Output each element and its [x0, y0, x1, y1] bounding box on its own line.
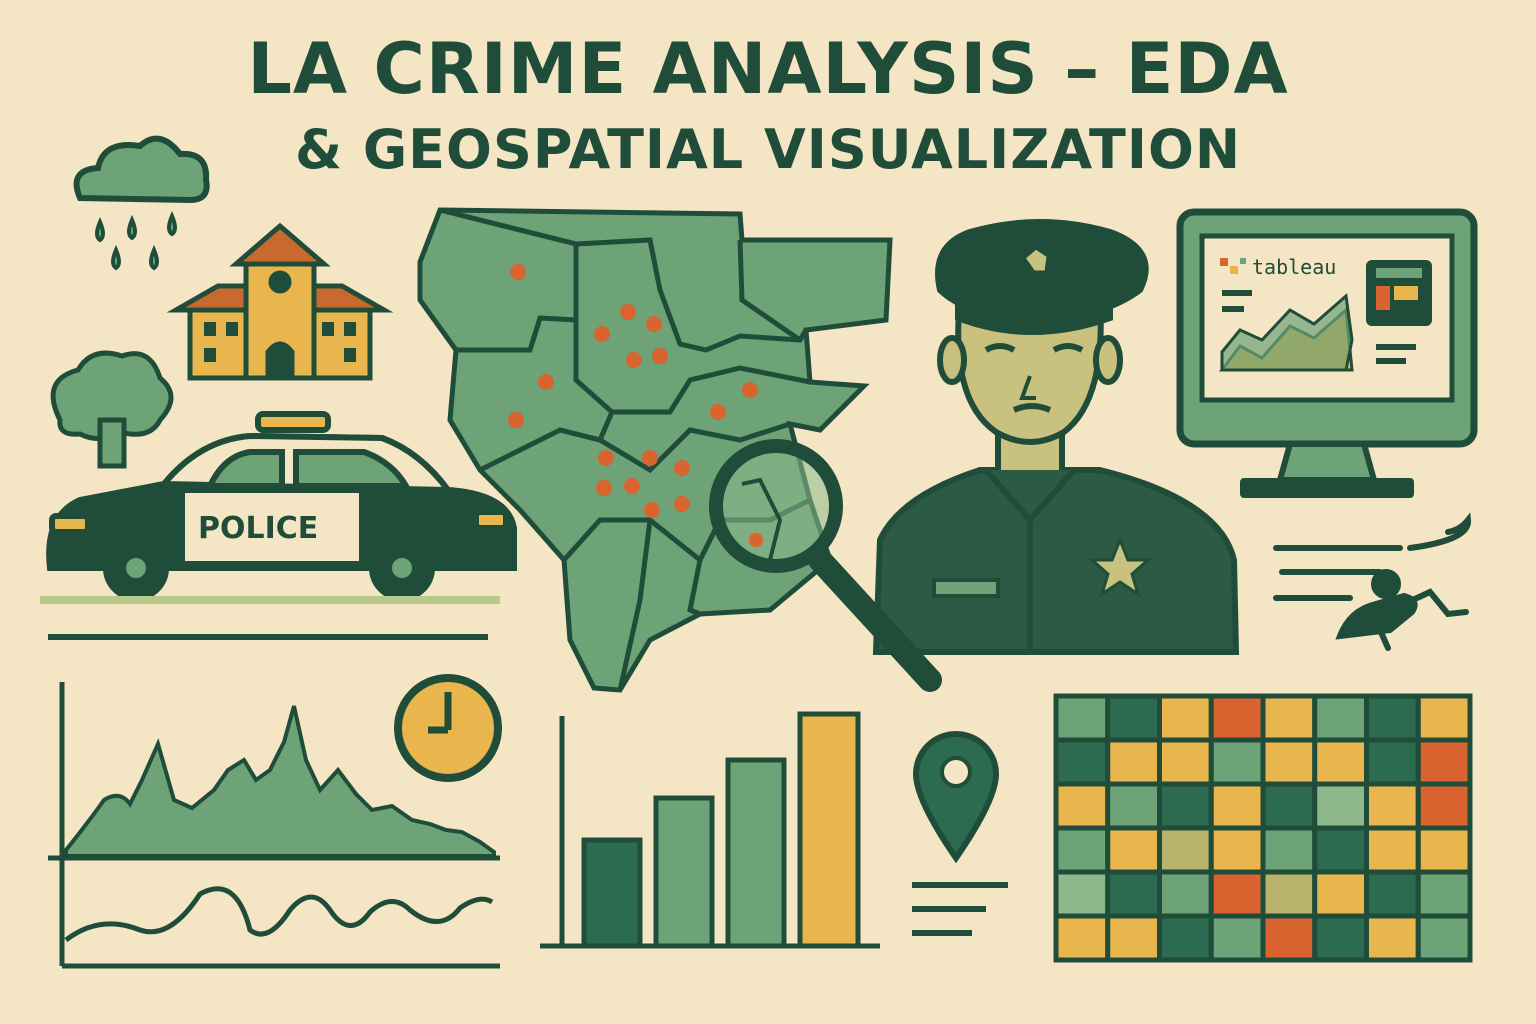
heatmap-cell	[1208, 737, 1266, 787]
bar-1	[581, 837, 643, 949]
ground-line	[40, 596, 500, 604]
heatmap-cell	[1260, 737, 1318, 787]
heatmap-cell	[1105, 737, 1162, 787]
heatmap-cell	[1157, 825, 1214, 875]
police-officer-icon	[872, 219, 1240, 655]
heatmap-cell	[1415, 693, 1473, 743]
heatmap-cell	[1157, 737, 1214, 787]
heatmap-cell	[1105, 781, 1162, 831]
heatmap-cell	[1415, 781, 1473, 831]
heatmap-cell	[1364, 693, 1421, 743]
heatmap-cell	[1053, 825, 1111, 875]
heatmap-cell	[1105, 913, 1162, 963]
heatmap-grid	[1053, 693, 1473, 963]
heatmap-cell	[1260, 781, 1318, 831]
heatmap-cell	[1157, 869, 1214, 919]
heatmap-cell	[1364, 825, 1421, 875]
heatmap-cell	[1157, 781, 1214, 831]
police-car-label: POLICE	[198, 511, 318, 546]
title-line-1: LA CRIME ANALYSIS – EDA	[247, 28, 1289, 110]
bar-chart	[540, 711, 880, 949]
heatmap-cell	[1105, 693, 1162, 743]
heatmap-cell	[1415, 869, 1473, 919]
heatmap-cell	[1312, 737, 1369, 787]
police-car-icon	[46, 411, 517, 601]
school-building-icon	[166, 222, 394, 381]
la-map-icon	[417, 207, 893, 693]
heatmap-cell	[1053, 781, 1111, 831]
heatmap-cell	[1312, 869, 1369, 919]
heatmap-cell	[1260, 913, 1318, 963]
heatmap-cell	[1260, 869, 1318, 919]
heatmap-cell	[1053, 869, 1111, 919]
heatmap-cell	[1105, 825, 1162, 875]
heatmap-cell	[1208, 825, 1266, 875]
heatmap-cell	[1208, 693, 1266, 743]
heatmap-cell	[1364, 781, 1421, 831]
heatmap-cell	[1053, 913, 1111, 963]
heatmap-cell	[1208, 869, 1266, 919]
bar-2	[653, 795, 715, 949]
bar-3	[725, 757, 787, 949]
monitor-icon	[1176, 208, 1478, 498]
heatmap-cell	[1415, 825, 1473, 875]
heatmap-cell	[1260, 693, 1318, 743]
clock-icon	[394, 674, 502, 782]
heatmap-cell	[1053, 693, 1111, 743]
heatmap-cell	[1053, 737, 1111, 787]
heatmap-cell	[1364, 869, 1421, 919]
heatmap-cell	[1312, 913, 1369, 963]
heatmap-cell	[1208, 913, 1266, 963]
bar-4	[797, 711, 861, 949]
heatmap-cell	[1364, 737, 1421, 787]
divider-line-left	[48, 634, 488, 640]
heatmap-cell	[1415, 913, 1473, 963]
heatmap-cell	[1157, 913, 1214, 963]
heatmap-cell	[1105, 869, 1162, 919]
location-pin-icon	[912, 731, 1008, 936]
title-line-2: & GEOSPATIAL VISUALIZATION	[294, 118, 1242, 181]
tree-icon	[50, 350, 174, 469]
crime-hotspot-dots	[508, 264, 764, 548]
area-line-chart	[48, 682, 500, 969]
heatmap-cell	[1415, 737, 1473, 787]
monitor-brand-label: tableau	[1252, 255, 1336, 279]
heatmap-cell	[1312, 825, 1369, 875]
heatmap-cell	[1312, 693, 1369, 743]
rain-cloud-icon	[73, 135, 210, 271]
running-figure-icon	[1273, 512, 1471, 651]
heatmap-cell	[1312, 781, 1369, 831]
heatmap-cell	[1208, 781, 1266, 831]
heatmap-cell	[1157, 693, 1214, 743]
heatmap-cell	[1364, 913, 1421, 963]
heatmap-cell	[1260, 825, 1318, 875]
magnifying-glass-icon	[709, 439, 942, 692]
